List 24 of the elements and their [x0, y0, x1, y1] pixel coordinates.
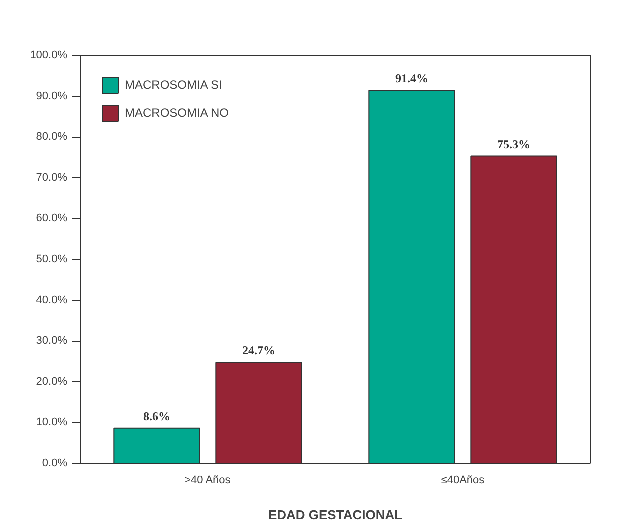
x-axis-title: EDAD GESTACIONAL: [268, 508, 403, 522]
y-tick-label: 90.0%: [36, 90, 68, 102]
legend-label: MACROSOMIA SI: [125, 78, 222, 92]
y-tick-label: 20.0%: [36, 376, 68, 388]
y-tick-label: 0.0%: [42, 458, 68, 470]
y-tick-label: 80.0%: [36, 131, 68, 144]
y-tick-label: 60.0%: [36, 212, 68, 225]
y-tick-label: 10.0%: [36, 416, 68, 429]
x-tick-label: >40 Años: [184, 474, 232, 486]
x-tick-label: ≤40Años: [441, 474, 486, 486]
bar: [216, 362, 302, 464]
bar: [114, 428, 200, 464]
bar: [368, 90, 456, 464]
y-tick-label: 40.0%: [36, 294, 68, 306]
data-label: 24.7%: [242, 344, 276, 358]
legend-label: MACROSOMIA NO: [125, 106, 230, 120]
y-tick-label: 50.0%: [36, 254, 68, 266]
data-label: 8.6%: [144, 409, 170, 424]
y-tick-label: 30.0%: [36, 335, 68, 348]
data-label: 91.4%: [396, 72, 428, 86]
data-label: 75.3%: [498, 137, 530, 152]
y-tick-label: 100.0%: [30, 50, 68, 62]
bar: [470, 156, 558, 464]
y-tick-label: 70.0%: [36, 172, 68, 184]
